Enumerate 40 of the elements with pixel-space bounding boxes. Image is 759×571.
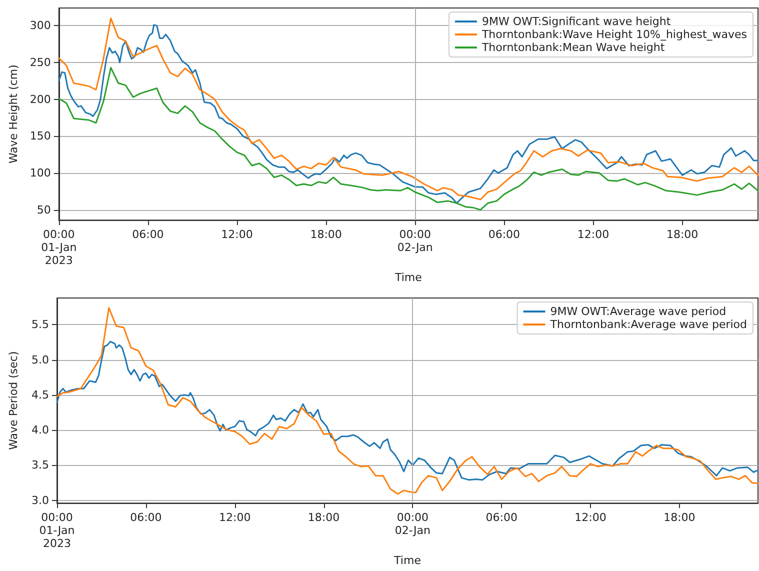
x-tick-label: 06:00 <box>488 228 520 242</box>
y-tick-label: 300 <box>30 19 51 32</box>
x-tick-label: 12:00 <box>577 228 610 242</box>
legend-label: Thorntonbank:Average wave period <box>549 318 748 331</box>
legend-label: 9MW OWT:Significant wave height <box>482 15 672 28</box>
y-tick-label: 100 <box>30 166 51 180</box>
y-axis-title: Wave Height (cm) <box>7 64 20 164</box>
x-tick-label: 18:00 <box>308 511 340 524</box>
x-tick-label: 06:00 <box>132 228 164 242</box>
y-tick-label: 150 <box>30 130 51 143</box>
x-tick-label: 00:00 01-Jan 2023 <box>39 511 75 550</box>
y-tick-label: 3.0 <box>32 494 49 507</box>
y-tick-label: 5.0 <box>32 353 49 366</box>
x-tick-label: 00:00 01-Jan 2023 <box>41 228 77 268</box>
y-tick-label: 250 <box>30 56 51 69</box>
y-tick-label: 4.0 <box>32 424 49 437</box>
x-tick-label: 06:00 <box>486 511 518 524</box>
line-series <box>58 66 759 211</box>
legend-label: 9MW OWT:Average wave period <box>550 305 726 318</box>
legend-label: Thorntonbank:Mean Wave height <box>480 41 666 54</box>
y-tick-label: 3.5 <box>32 458 49 472</box>
x-axis-title: Time <box>394 271 422 284</box>
y-tick-label: 4.5 <box>32 388 49 402</box>
x-tick-label: 00:00 02-Jan <box>394 511 430 538</box>
x-tick-label: 06:00 <box>130 511 162 524</box>
line-series <box>56 340 759 481</box>
x-tick-label: 18:00 <box>666 228 698 242</box>
y-tick-label: 200 <box>30 92 51 106</box>
x-axis-title: Time <box>393 554 422 567</box>
y-axis-title: Wave Period (sec) <box>7 351 20 450</box>
x-tick-label: 12:00 <box>574 511 606 524</box>
y-tick-label: 5.5 <box>32 318 49 332</box>
x-tick-label: 00:00 02-Jan <box>397 228 433 254</box>
x-tick-label: 12:00 <box>218 511 251 524</box>
x-tick-label: 18:00 <box>310 228 342 242</box>
y-tick-label: 50 <box>36 203 51 216</box>
legend-label: Thorntonbank:Wave Height 10%_highest_waves <box>480 28 748 41</box>
line-series <box>56 307 759 495</box>
x-tick-label: 12:00 <box>221 228 253 242</box>
x-tick-label: 18:00 <box>664 511 696 524</box>
